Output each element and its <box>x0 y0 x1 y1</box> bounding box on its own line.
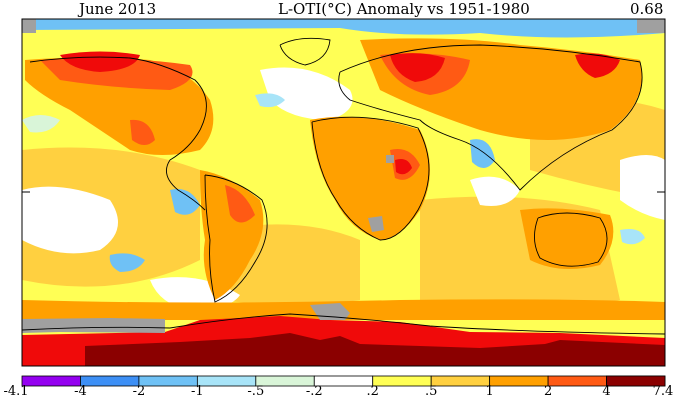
legend-tick-label: .5 <box>424 384 438 399</box>
legend-tick-label: -.2 <box>305 384 323 399</box>
map-field <box>22 19 665 366</box>
map-border <box>21 18 666 367</box>
legend-tick-label: -4.1 <box>3 384 29 399</box>
legend-cell <box>606 375 666 387</box>
legend-tick-label: 7.4 <box>652 384 674 399</box>
global-mean-value: 0.68 <box>630 0 664 18</box>
neutral-fields <box>22 67 665 310</box>
period-label: June 2013 <box>79 0 157 18</box>
legend-tick-label: 2 <box>543 384 553 399</box>
coastlines <box>22 37 665 335</box>
legend-tick-label: -.5 <box>247 384 265 399</box>
legend-tick-label: -2 <box>132 384 146 399</box>
legend-tick-labels: -4.1 -4 -2 -1 -.5 -.2 .2 .5 1 2 4 7.4 <box>0 384 679 402</box>
legend-tick-label: -1 <box>191 384 204 399</box>
legend-tick-label: .2 <box>366 384 379 399</box>
legend-tick-label: 1 <box>485 384 494 399</box>
legend-tick-label: -4 <box>74 384 87 399</box>
extreme-cores <box>60 51 620 175</box>
map-title: L-OTI(°C) Anomaly vs 1951-1980 <box>278 0 530 18</box>
antarctic-darkred <box>85 333 665 366</box>
legend-colorbar <box>21 375 666 387</box>
no-data-areas <box>22 19 665 333</box>
legend-tick-label: 4 <box>602 384 611 399</box>
